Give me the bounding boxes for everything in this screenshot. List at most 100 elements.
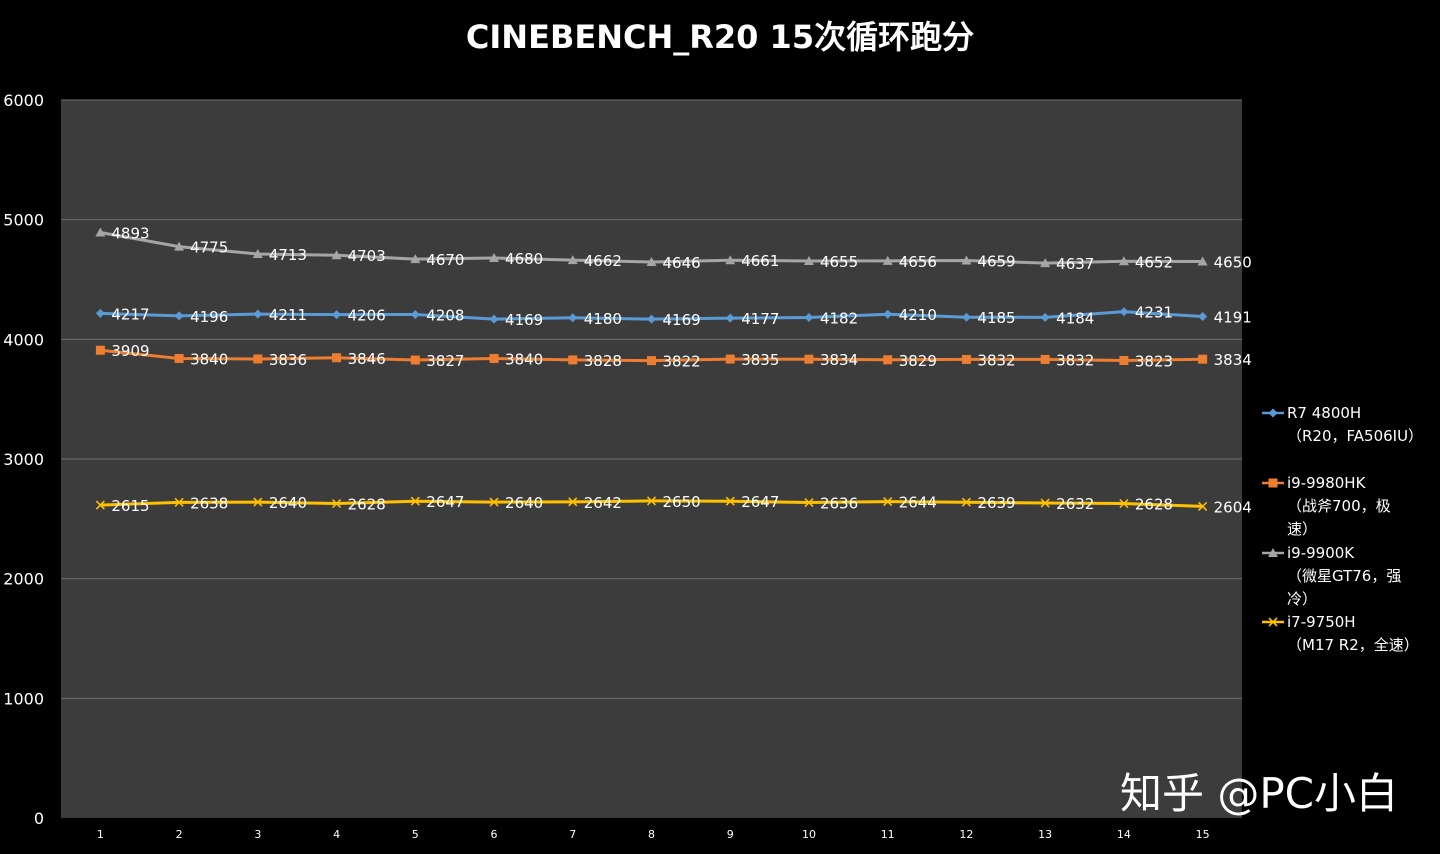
data-label: 2636 — [820, 495, 858, 513]
x-tick-label: 1 — [97, 828, 104, 841]
data-label: 2650 — [663, 493, 701, 511]
data-point — [410, 254, 421, 264]
data-point — [882, 255, 893, 265]
data-label: 3832 — [1056, 351, 1094, 369]
legend-label: （微星GT76，强 — [1287, 567, 1401, 585]
data-point — [883, 355, 893, 365]
data-point — [1040, 312, 1050, 322]
data-label: 4652 — [1135, 253, 1173, 271]
legend-label: （战斧700，极 — [1287, 497, 1391, 515]
data-point — [647, 356, 656, 366]
data-label: 3836 — [269, 351, 307, 369]
series-group: 4217 4196 4211 4206 4208 4169 4180 4169 4177 4182… — [95, 224, 1252, 516]
data-label: 4680 — [505, 250, 543, 268]
legend-label: 速） — [1287, 520, 1317, 538]
data-label: 4185 — [977, 309, 1015, 327]
x-tick-label: 14 — [1117, 828, 1131, 841]
data-point — [410, 355, 420, 365]
data-label: 3828 — [584, 352, 622, 370]
data-point — [883, 309, 893, 319]
data-label: 3840 — [505, 350, 543, 368]
series-2: 4893 4775 4713 4703 4670 4680 4662 4646 4661 4655… — [95, 224, 1252, 273]
x-tick-label: 5 — [412, 828, 419, 841]
watermark-text: 知乎 @PC小白 — [1120, 769, 1398, 818]
data-label: 4661 — [741, 252, 779, 270]
data-label: 4655 — [820, 253, 858, 271]
data-label: 2615 — [111, 497, 149, 515]
data-label: 2628 — [1135, 496, 1173, 514]
data-label: 3829 — [899, 352, 937, 370]
data-label: 3834 — [820, 351, 858, 369]
x-tick-label: 2 — [176, 828, 183, 841]
x-axis: 1 2 3 4 5 6 7 8 9 10 11 12 13 14 15 — [97, 828, 1210, 841]
data-label: 2640 — [269, 494, 307, 512]
chart-title: CINEBENCH_R20 15次循环跑分 — [466, 18, 974, 56]
data-label: 4208 — [426, 306, 464, 324]
data-point — [725, 313, 735, 323]
legend-item: i9-9980HK （战斧700，极速） — [1262, 474, 1391, 538]
data-label: 4217 — [111, 305, 149, 323]
data-point — [961, 255, 972, 265]
data-point — [332, 310, 342, 320]
y-tick-label: 5000 — [3, 211, 44, 230]
data-label: 3909 — [111, 342, 149, 360]
legend-label: i9-9900K — [1287, 544, 1355, 562]
data-label: 2628 — [348, 496, 386, 514]
data-label: 4775 — [190, 239, 228, 257]
legend-label: 冷） — [1287, 590, 1317, 608]
data-label: 4180 — [584, 310, 622, 328]
legend-item: i9-9900K （微星GT76，强冷） — [1262, 544, 1401, 608]
data-label: 4659 — [977, 252, 1015, 270]
data-point — [1198, 311, 1208, 321]
data-point — [252, 249, 263, 259]
data-point — [804, 497, 814, 508]
data-point — [253, 309, 263, 319]
data-label: 4893 — [111, 224, 149, 242]
data-point — [568, 497, 578, 507]
data-point — [883, 497, 893, 507]
data-label: 3827 — [426, 352, 464, 370]
data-point — [1119, 356, 1129, 366]
data-label: 2640 — [505, 494, 543, 512]
data-point — [804, 313, 814, 323]
grid-lines — [61, 99, 1242, 699]
data-point — [410, 309, 420, 319]
data-point — [174, 311, 184, 321]
data-label: 4169 — [505, 311, 543, 329]
y-axis: 0 1000 2000 3000 4000 5000 6000 — [3, 91, 44, 828]
legend-label: （R20，FA506IU） — [1287, 427, 1423, 445]
legend-label: i7-9750H — [1287, 613, 1356, 631]
data-label: 4191 — [1214, 308, 1252, 326]
y-tick-label: 6000 — [3, 91, 44, 110]
x-tick-label: 6 — [491, 828, 498, 841]
data-label: 4656 — [899, 253, 937, 271]
data-point — [1268, 408, 1278, 418]
data-point — [253, 497, 263, 507]
data-label: 2639 — [977, 494, 1015, 512]
data-point — [568, 355, 578, 365]
data-label: 2642 — [584, 494, 622, 512]
data-point — [95, 500, 105, 510]
data-point — [1268, 548, 1278, 557]
data-point — [489, 353, 499, 363]
data-point — [174, 497, 184, 507]
data-point — [803, 255, 814, 265]
data-point — [1040, 498, 1050, 508]
x-tick-label: 15 — [1196, 828, 1210, 841]
data-label: 2647 — [741, 493, 779, 511]
data-point — [647, 314, 656, 324]
x-tick-label: 4 — [333, 828, 340, 841]
data-label: 4184 — [1056, 309, 1094, 327]
data-point — [1198, 501, 1208, 511]
data-label: 4182 — [820, 310, 858, 328]
data-label: 3835 — [741, 351, 779, 369]
data-point — [1198, 354, 1208, 364]
data-point — [1040, 354, 1050, 364]
x-tick-label: 7 — [569, 828, 576, 841]
x-tick-label: 8 — [648, 828, 655, 841]
data-label: 4646 — [663, 254, 701, 272]
legend-label: （M17 R2，全速） — [1287, 636, 1419, 654]
data-point — [1040, 258, 1051, 268]
data-label: 2632 — [1056, 495, 1094, 513]
